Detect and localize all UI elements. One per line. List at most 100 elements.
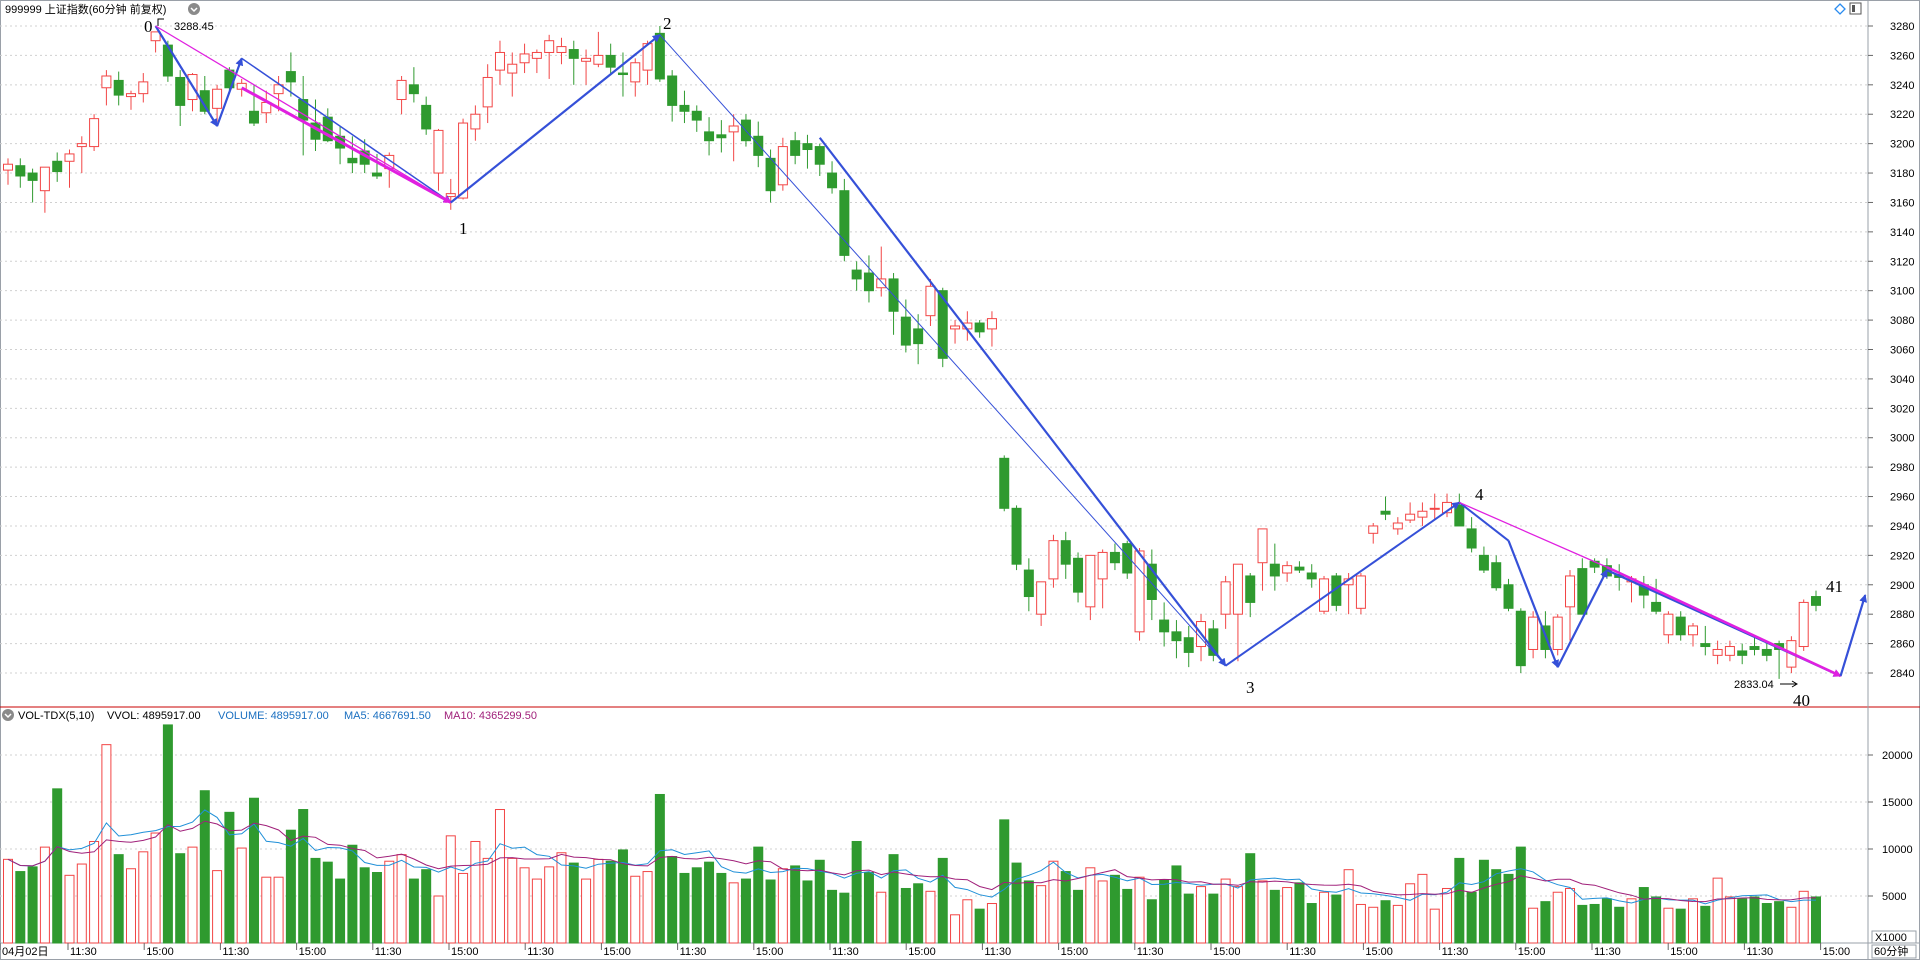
volume-tick-label: 20000 bbox=[1882, 750, 1913, 762]
candle-body bbox=[248, 110, 259, 124]
volume-bar bbox=[937, 857, 948, 944]
volume-bar bbox=[1085, 867, 1096, 944]
volume-bars bbox=[3, 724, 1821, 944]
volume-bar bbox=[1011, 862, 1022, 944]
candle-body bbox=[1011, 507, 1022, 565]
wave-line-2-3-bold bbox=[818, 137, 1227, 667]
candle-body bbox=[1097, 551, 1108, 580]
wave-label-0: 0 bbox=[144, 17, 153, 36]
chart-title: 999999 上证指数(60分钟 前复权) bbox=[5, 2, 166, 16]
candle-body bbox=[581, 57, 592, 62]
volume-bar bbox=[765, 879, 776, 944]
candle-body bbox=[1232, 563, 1243, 615]
candle-body bbox=[913, 328, 924, 345]
time-tick-label: 11:30 bbox=[832, 946, 859, 958]
price-tick-label: 3040 bbox=[1890, 374, 1914, 386]
period-box[interactable] bbox=[1871, 944, 1917, 959]
volume-bar bbox=[1626, 898, 1637, 944]
volume-bar bbox=[1392, 904, 1403, 944]
candle-body bbox=[1798, 601, 1809, 648]
volume-bar bbox=[728, 882, 739, 944]
candle-body bbox=[519, 53, 530, 64]
volume-bar bbox=[753, 846, 764, 944]
candle-body bbox=[704, 131, 715, 142]
volume-bar bbox=[482, 857, 493, 944]
wave-sub-line bbox=[154, 25, 219, 127]
candle-body bbox=[1023, 569, 1034, 598]
candle-body bbox=[507, 63, 518, 74]
volume-bar bbox=[1146, 899, 1157, 944]
volume-bar bbox=[1220, 878, 1231, 944]
volume-bar bbox=[1232, 886, 1243, 944]
candle-body bbox=[1073, 557, 1084, 593]
volume-bar bbox=[470, 840, 481, 944]
candle-body bbox=[691, 110, 702, 121]
wave-line-3-4 bbox=[1225, 501, 1461, 667]
price-tick-label: 3120 bbox=[1890, 256, 1914, 268]
candle-body bbox=[654, 32, 665, 80]
volume-bar bbox=[802, 880, 813, 944]
candle-body bbox=[1663, 613, 1674, 636]
candle-body bbox=[1429, 507, 1440, 510]
volume-bar bbox=[1294, 882, 1305, 944]
candle-body bbox=[125, 93, 136, 98]
candle-body bbox=[27, 172, 38, 181]
volume-bar bbox=[1343, 869, 1354, 944]
candle-body bbox=[667, 75, 678, 106]
volume-tick-label: 5000 bbox=[1882, 891, 1906, 903]
candle-body bbox=[753, 135, 764, 156]
candle-body bbox=[113, 79, 124, 96]
candle-body bbox=[371, 172, 382, 177]
time-tick-label: 15:00 bbox=[1061, 946, 1089, 958]
candle-body bbox=[1552, 616, 1563, 650]
period-label: 60分钟 bbox=[1874, 944, 1908, 958]
price-tick-label: 3160 bbox=[1890, 197, 1914, 209]
volume-bar bbox=[1798, 890, 1809, 944]
candle-body bbox=[937, 290, 948, 359]
volume-bar bbox=[1491, 869, 1502, 944]
volume-bar bbox=[1442, 887, 1453, 944]
volume-bar bbox=[285, 829, 296, 944]
volume-indicator-name: VOL-TDX(5,10) bbox=[18, 710, 94, 722]
volume-bar bbox=[1159, 879, 1170, 944]
time-tick-label: 15:00 bbox=[1823, 946, 1851, 958]
volume-bar bbox=[925, 890, 936, 944]
volume-settings-icon[interactable] bbox=[2, 709, 14, 721]
time-tick-label: 15:00 bbox=[1518, 946, 1546, 958]
volume-bar bbox=[876, 891, 887, 944]
price-axis: 3280 3260 3240 3220 3200 3180 3160 3140 3120 3100… bbox=[1868, 21, 1914, 680]
volume-bar bbox=[458, 872, 469, 944]
diamond-icon[interactable] bbox=[1834, 3, 1846, 15]
volume-bar bbox=[1688, 898, 1699, 944]
settings-icon[interactable] bbox=[188, 3, 200, 15]
price-tick-label: 3280 bbox=[1890, 21, 1914, 33]
candle-body bbox=[1355, 575, 1366, 609]
price-tick-label: 3220 bbox=[1890, 109, 1914, 121]
volume-bar bbox=[1663, 907, 1674, 944]
wave-label-41: 41 bbox=[1826, 577, 1843, 596]
volume-unit-box bbox=[1871, 930, 1917, 944]
candle-body bbox=[1171, 631, 1182, 642]
price-tick-label: 2860 bbox=[1890, 639, 1914, 651]
volume-bar bbox=[642, 871, 653, 944]
wave-label-2: 2 bbox=[663, 14, 672, 33]
volume-bar bbox=[1282, 887, 1293, 944]
price-tick-label: 3140 bbox=[1890, 227, 1914, 239]
time-tick-label: 11:30 bbox=[1442, 946, 1469, 958]
window-icon-bar bbox=[1852, 5, 1855, 12]
volume-bar bbox=[1540, 901, 1551, 944]
candle-body bbox=[1109, 551, 1120, 564]
candle-body bbox=[1368, 525, 1379, 534]
window-icon[interactable] bbox=[1849, 2, 1862, 15]
candle-body bbox=[1405, 513, 1416, 521]
volume-bar bbox=[654, 793, 665, 944]
candle-body bbox=[1269, 563, 1280, 577]
candle-body bbox=[1245, 575, 1256, 603]
candle-body bbox=[1036, 581, 1047, 615]
price-tick-label: 3020 bbox=[1890, 403, 1914, 415]
volume-bar bbox=[101, 744, 112, 944]
volume-bar bbox=[1589, 903, 1600, 944]
candle-body bbox=[445, 193, 456, 198]
volume-bar bbox=[863, 872, 874, 944]
